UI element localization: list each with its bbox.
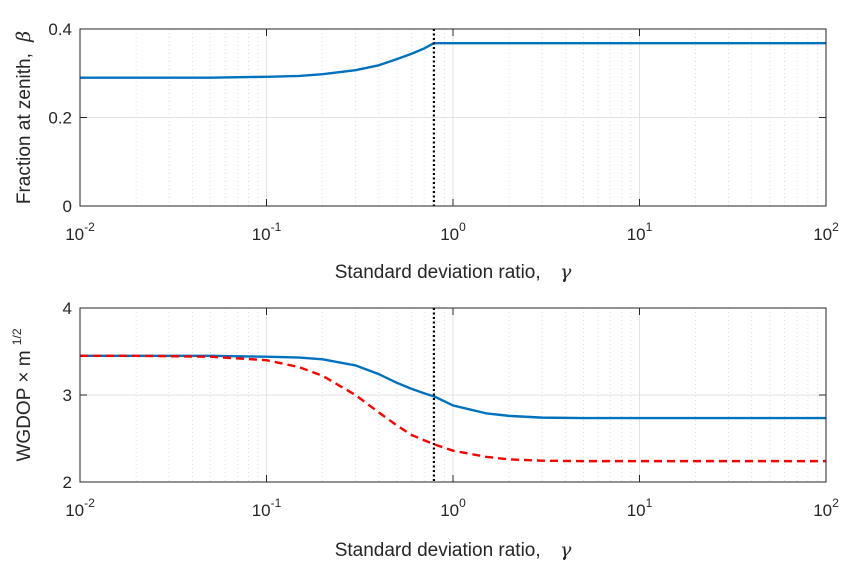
x-tick-exponent: 2 <box>832 220 839 234</box>
x-axis-label-text: Standard deviation ratio, <box>335 262 541 283</box>
x-tick-base: 10 <box>813 225 832 244</box>
x-tick-label: 10-1 <box>252 220 282 244</box>
x-axis-label: Standard deviation ratio, γ <box>335 261 572 283</box>
chart-fraction-at-zenith: 10-2 10-1 100 101 102 00.20.4 Standard devia… <box>13 20 839 283</box>
x-tick-exponent: -2 <box>84 220 95 234</box>
x-axis-label-symbol: γ <box>560 261 572 283</box>
chart-wgdop: 10-2 10-1 100 101 102 234 Standard deviation… <box>10 299 839 561</box>
x-tick-labels: 10-2 10-1 100 101 102 <box>65 496 839 520</box>
x-tick-exponent: 0 <box>459 220 466 234</box>
x-tick-label: 10-2 <box>65 496 95 520</box>
y-axis-label: Fraction at zenith, β <box>13 31 35 204</box>
x-tick-exponent: 1 <box>646 220 653 234</box>
x-tick-base: 10 <box>65 501 84 520</box>
y-tick-labels: 2 3 4 <box>63 299 72 492</box>
y-tick-label: 3 <box>63 386 72 405</box>
x-tick-labels: 10-2 10-1 100 101 102 <box>65 220 839 244</box>
y-tick-label: 0.4 <box>48 20 72 39</box>
y-tick-label: 0 <box>63 197 72 216</box>
x-tick-label: 10-1 <box>252 496 282 520</box>
x-tick-base: 10 <box>440 501 459 520</box>
x-tick-base: 10 <box>65 225 84 244</box>
x-tick-label: 10-2 <box>65 220 95 244</box>
x-tick-label: 101 <box>627 496 653 520</box>
ticks <box>79 28 827 207</box>
x-axis-label: Standard deviation ratio, γ <box>335 539 572 561</box>
ticks <box>79 307 827 483</box>
x-tick-label: 100 <box>440 496 466 520</box>
series-line-0 <box>80 41 826 79</box>
x-tick-exponent: 2 <box>832 496 839 510</box>
series-layer <box>80 354 826 463</box>
x-tick-label: 101 <box>627 220 653 244</box>
y-axis-label-symbol: β <box>13 31 35 43</box>
x-tick-base: 10 <box>252 501 271 520</box>
y-axis-label-text: Fraction at zenith, <box>14 53 35 204</box>
y-axis-label-text: WGDOP × m <box>14 350 35 461</box>
y-tick-label: 0.2 <box>48 109 72 128</box>
y-tick-label: 4 <box>63 299 72 318</box>
x-axis-label-symbol: γ <box>560 539 572 561</box>
y-tick-labels: 0 0.2 0.4 <box>48 20 72 216</box>
x-tick-base: 10 <box>627 225 646 244</box>
series-line-1 <box>80 354 826 463</box>
x-tick-exponent: -2 <box>84 496 95 510</box>
x-axis-label-text: Standard deviation ratio, <box>335 540 541 561</box>
x-tick-base: 10 <box>813 501 832 520</box>
y-tick-label: 2 <box>63 473 72 492</box>
x-tick-exponent: -1 <box>271 496 282 510</box>
x-tick-label: 100 <box>440 220 466 244</box>
y-axis-label-superscript: 1/2 <box>10 328 24 345</box>
x-tick-exponent: 1 <box>646 496 653 510</box>
series-layer <box>80 41 826 79</box>
x-tick-label: 102 <box>813 496 839 520</box>
x-tick-exponent: 0 <box>459 496 466 510</box>
x-tick-base: 10 <box>252 225 271 244</box>
y-axis-label: WGDOP × m 1/2 <box>10 328 35 461</box>
x-tick-base: 10 <box>627 501 646 520</box>
x-tick-label: 102 <box>813 220 839 244</box>
x-tick-exponent: -1 <box>271 220 282 234</box>
x-tick-base: 10 <box>440 225 459 244</box>
series-line-0 <box>80 354 826 420</box>
